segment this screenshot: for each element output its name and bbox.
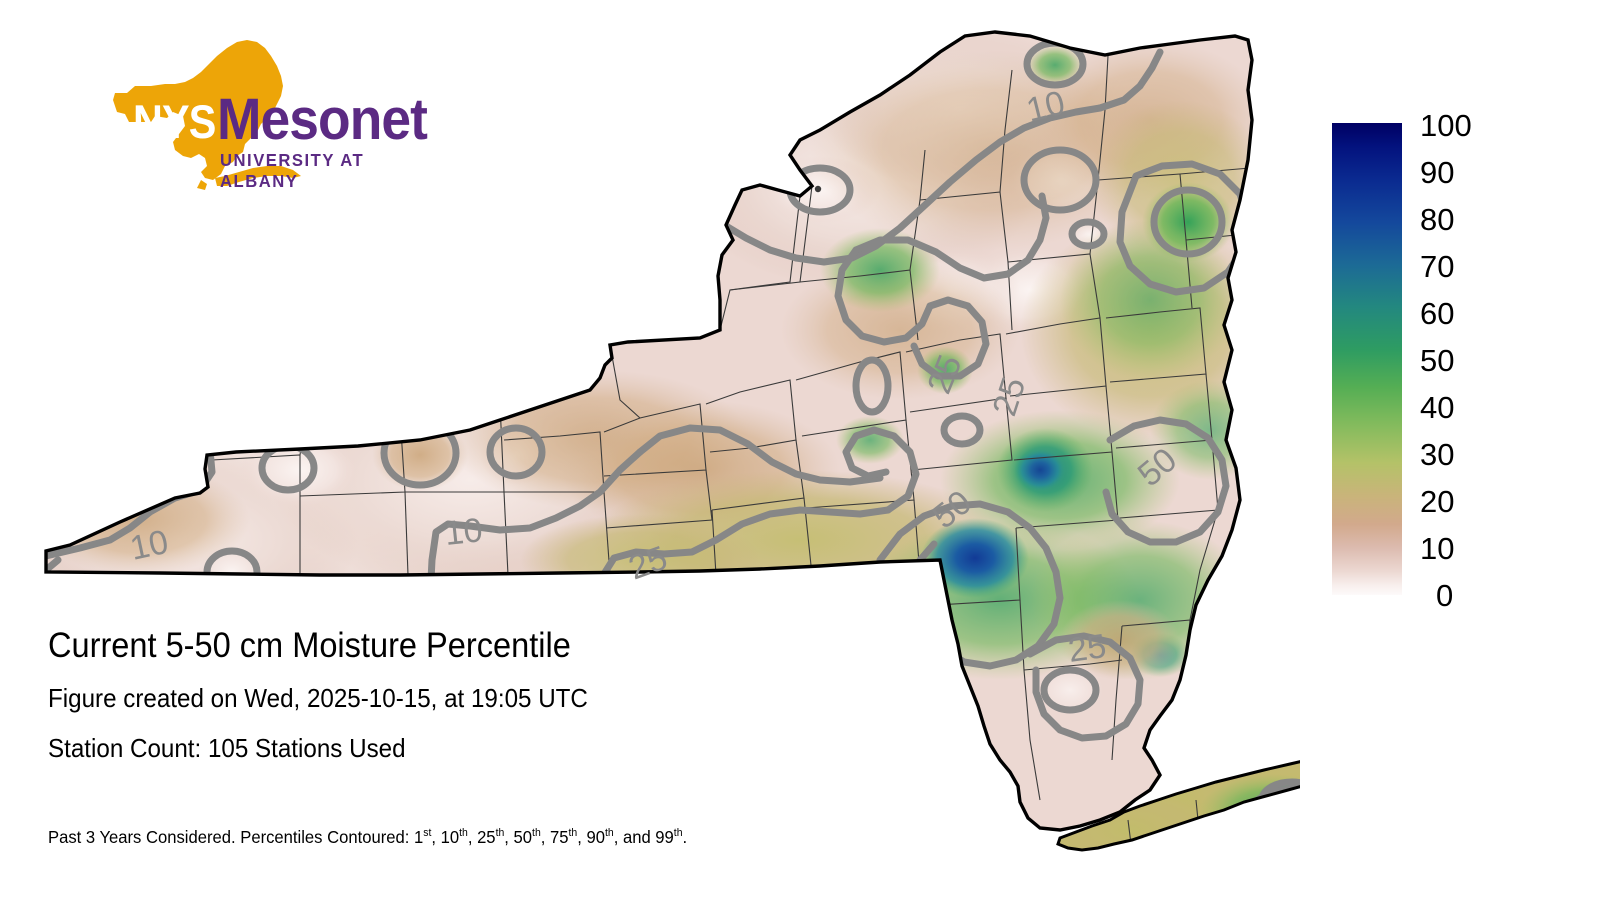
colorbar-tick-30: 30	[1420, 437, 1455, 472]
colorbar-legend[interactable]: 100 90 80 70 60 50 40 30 20 10 0	[1332, 110, 1582, 611]
nys-mesonet-logo: NYS Mesonet UNIVERSITY AT ALBANY	[55, 38, 428, 198]
contour-label: 10	[1023, 84, 1069, 130]
caption-block: Current 5-50 cm Moisture Percentile Figu…	[48, 625, 1098, 766]
logo-mesonet-text: Mesonet	[217, 87, 428, 152]
new-york-state-contour-map[interactable]: 10 10 10 25 25 25 25 50 50	[0, 0, 1300, 900]
percentile-contour-lines	[46, 39, 1252, 742]
colorbar-gradient	[1332, 123, 1402, 595]
colorbar-tick-70: 70	[1420, 249, 1455, 284]
colorbar-tick-90: 90	[1420, 155, 1455, 190]
colorbar-tick-0: 0	[1436, 578, 1454, 613]
colorbar-tick-40: 40	[1420, 390, 1455, 425]
moisture-percentile-map[interactable]: 10 10 10 25 25 25 25 50 50	[0, 0, 1300, 900]
colorbar-tick-50: 50	[1420, 343, 1455, 378]
colorbar-tick-60: 60	[1420, 296, 1455, 331]
logo-nys-text: NYS	[133, 95, 216, 148]
ny-state-silhouette-icon	[113, 40, 301, 190]
page-title: Current 5-50 cm Moisture Percentile	[48, 626, 571, 665]
footnote-text: Past 3 Years Considered. Percentiles Con…	[48, 827, 688, 847]
colorbar-tick-10: 10	[1420, 531, 1455, 566]
contour-label: 25	[1066, 627, 1109, 670]
colorbar-tick-80: 80	[1420, 202, 1455, 237]
station-marker[interactable]	[814, 185, 822, 193]
colorbar-tick-20: 20	[1420, 484, 1455, 519]
logo-university-text: UNIVERSITY AT ALBANY	[220, 150, 365, 191]
colorbar-tick-100: 100	[1420, 108, 1472, 143]
station-count-text: Station Count: 105 Stations Used	[48, 733, 406, 764]
figure-created-text: Figure created on Wed, 2025-10-15, at 19…	[48, 683, 588, 714]
contour-label: 10	[443, 511, 485, 553]
contour-label: 10	[127, 523, 172, 568]
